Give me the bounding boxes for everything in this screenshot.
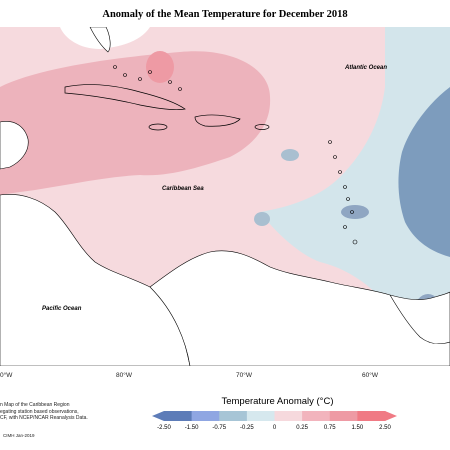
- anomaly-field-warm: [0, 51, 271, 195]
- land-hispaniola: [194, 114, 241, 127]
- longitude-label-left: 0°W: [0, 372, 13, 379]
- land-florida: [89, 27, 111, 53]
- legend-tick-label: -2.50: [157, 425, 171, 431]
- legend-tick-label: -1.50: [184, 425, 199, 431]
- longitude-label: 60°W: [362, 372, 378, 379]
- legend-swatch: [164, 411, 193, 421]
- legend-tick-label: -0.75: [212, 425, 227, 431]
- atlantic-ocean-label: Atlantic Ocean: [345, 65, 388, 71]
- legend-arrow-right: [385, 411, 397, 421]
- anomaly-map: [0, 27, 450, 366]
- longitude-label: 80°W: [116, 372, 132, 379]
- land-jamaica: [148, 123, 168, 131]
- map-notes: n Map of the Caribbean Region egating st…: [0, 402, 88, 421]
- copyright-text: CIMH Jan-2019: [3, 433, 35, 438]
- legend-tick-label: 0: [272, 425, 277, 431]
- legend-tick-label: 1.50: [351, 425, 364, 431]
- legend-swatch: [219, 411, 248, 421]
- map-title: Anomaly of the Mean Temperature for Dece…: [102, 9, 348, 20]
- land-puerto-rico: [254, 124, 270, 130]
- longitude-label: 70°W: [236, 372, 252, 379]
- caribbean-sea-label: Caribbean Sea: [162, 186, 204, 192]
- legend-swatch: [274, 411, 303, 421]
- land-yucatan: [0, 121, 29, 170]
- pacific-ocean-label: Pacific Ocean: [42, 306, 82, 312]
- legend-tick-label: -0.25: [240, 425, 254, 431]
- anomaly-field-hot: [146, 51, 174, 83]
- legend-title: Temperature Anomaly (°C): [221, 396, 334, 407]
- anomaly-field-cool: [260, 27, 450, 366]
- land-bahamas: [113, 65, 182, 91]
- legend-swatch: [246, 411, 275, 421]
- legend-colorbar: [152, 411, 397, 421]
- legend-tick-label: 0.75: [323, 425, 336, 431]
- anomaly-field-cold-spot: [341, 205, 369, 219]
- legend-swatch: [329, 411, 358, 421]
- anomaly-field-cool-spot: [254, 212, 270, 226]
- land-south-america: [149, 250, 450, 366]
- legend-tick-label: 2.50: [379, 425, 391, 431]
- legend-swatch: [191, 411, 220, 421]
- land-cuba: [64, 84, 186, 111]
- anomaly-field-cold: [398, 87, 450, 257]
- land-lesser-antilles: [328, 140, 358, 245]
- legend-arrow-left: [152, 411, 164, 421]
- land-guianas: [389, 294, 450, 345]
- legend-swatch: [302, 411, 331, 421]
- legend-swatch: [357, 411, 386, 421]
- anomaly-field-cool-spot: [281, 149, 299, 161]
- legend-tick-label: 0.25: [296, 425, 308, 431]
